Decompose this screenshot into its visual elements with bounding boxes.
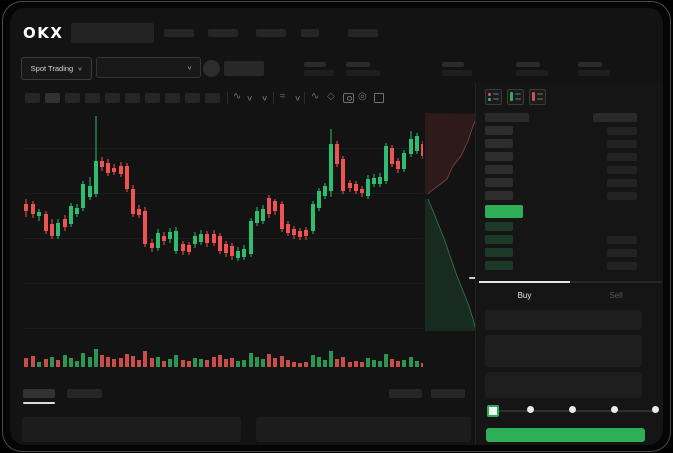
orderbook-header-amount bbox=[593, 113, 637, 122]
candlestick-chart[interactable] bbox=[23, 111, 425, 381]
bottom-tab-underline bbox=[23, 402, 55, 404]
timeframe-button[interactable] bbox=[105, 93, 120, 103]
bottom-tab[interactable] bbox=[67, 389, 102, 398]
bid-row-amount bbox=[607, 236, 637, 244]
ask-row-amount bbox=[607, 179, 637, 187]
amount-slider[interactable] bbox=[487, 405, 659, 417]
bid-row-amount bbox=[607, 249, 637, 257]
ask-row-price[interactable] bbox=[485, 165, 513, 174]
ask-row-price[interactable] bbox=[485, 139, 513, 148]
chevron-down-icon[interactable]: ∨ bbox=[246, 94, 254, 103]
slider-handle[interactable] bbox=[487, 405, 499, 417]
tab-buy[interactable]: Buy bbox=[479, 281, 570, 303]
camera-snapshot-icon[interactable] bbox=[343, 93, 354, 103]
price-axis-marker bbox=[469, 277, 479, 279]
bid-row-amount bbox=[607, 262, 637, 270]
toolbar-divider bbox=[227, 92, 228, 104]
ticker-stat-label bbox=[578, 62, 602, 67]
ticker-stat-value bbox=[442, 70, 472, 76]
ask-row-price[interactable] bbox=[485, 152, 513, 161]
nav-item[interactable] bbox=[348, 29, 378, 37]
nav-item[interactable] bbox=[164, 29, 194, 37]
bottom-tab-active[interactable] bbox=[23, 389, 55, 398]
ask-row-amount bbox=[607, 153, 637, 161]
timeframe-button[interactable] bbox=[185, 93, 200, 103]
trade-tabs: Buy Sell bbox=[479, 281, 662, 303]
chart-settings-icon[interactable]: ◎ bbox=[358, 91, 367, 102]
depth-overlay bbox=[425, 113, 479, 332]
toolbar-divider bbox=[273, 92, 274, 104]
chevron-down-icon: ∨ bbox=[77, 66, 83, 72]
ticker-stat-value bbox=[346, 70, 380, 76]
order-total-field[interactable] bbox=[485, 372, 642, 398]
bottom-toolbar-item[interactable] bbox=[389, 389, 422, 398]
fullscreen-icon[interactable] bbox=[374, 93, 384, 103]
bottom-panel-right bbox=[256, 417, 471, 442]
ask-row-price[interactable] bbox=[485, 178, 513, 187]
chevron-down-icon[interactable]: ∨ bbox=[261, 94, 269, 103]
ticker-stat-label bbox=[304, 62, 326, 67]
ticker-stat-value bbox=[516, 70, 548, 76]
orderbook-header-price bbox=[485, 113, 529, 122]
orderbook-view-bids-icon[interactable] bbox=[507, 89, 524, 105]
layers-compare-icon[interactable]: ◇ bbox=[327, 91, 335, 102]
last-price-badge[interactable] bbox=[485, 205, 523, 218]
slider-stop-50[interactable] bbox=[569, 406, 576, 413]
wave-tool-icon[interactable]: ∿ bbox=[311, 91, 320, 102]
timeframe-button[interactable] bbox=[145, 93, 160, 103]
tab-sell[interactable]: Sell bbox=[570, 281, 662, 303]
pair-name-placeholder bbox=[224, 61, 264, 76]
timeframe-button[interactable] bbox=[205, 93, 220, 103]
timeframe-button[interactable] bbox=[25, 93, 40, 103]
order-amount-field[interactable] bbox=[485, 335, 642, 367]
candlestick-svg bbox=[23, 116, 425, 367]
order-price-field[interactable] bbox=[485, 310, 642, 330]
bottom-panel-left bbox=[22, 417, 241, 442]
chevron-down-icon: ∨ bbox=[186, 65, 192, 71]
timeframe-button[interactable] bbox=[125, 93, 140, 103]
toolbar-divider bbox=[304, 92, 305, 104]
timeframe-button[interactable] bbox=[165, 93, 180, 103]
ticker-stat-value bbox=[578, 70, 610, 76]
indicator-icon[interactable]: ≈ bbox=[280, 91, 286, 102]
bottom-toolbar-item[interactable] bbox=[431, 389, 465, 398]
bid-row-price[interactable] bbox=[485, 248, 513, 257]
bid-row-price[interactable] bbox=[485, 222, 513, 231]
timeframe-button[interactable] bbox=[85, 93, 100, 103]
ask-row-price[interactable] bbox=[485, 126, 513, 135]
pair-selector[interactable]: ∨ bbox=[96, 57, 201, 78]
ask-row-amount bbox=[607, 140, 637, 148]
ask-row-amount bbox=[607, 127, 637, 135]
coin-avatar bbox=[203, 60, 220, 77]
nav-market-block[interactable] bbox=[71, 23, 154, 43]
okx-logo: OKX bbox=[23, 24, 64, 42]
depth-svg bbox=[425, 113, 479, 332]
candle-type-icon[interactable]: ∿ bbox=[233, 91, 242, 102]
trading-mode-selector[interactable]: Spot Trading ∨ bbox=[21, 57, 92, 80]
ticker-stat-label bbox=[516, 62, 540, 67]
slider-stop-100[interactable] bbox=[652, 406, 659, 413]
nav-item[interactable] bbox=[301, 29, 319, 37]
slider-stop-75[interactable] bbox=[611, 406, 618, 413]
trading-mode-label: Spot Trading bbox=[30, 64, 74, 73]
timeframe-button-active[interactable] bbox=[45, 93, 60, 103]
nav-item[interactable] bbox=[256, 29, 286, 37]
slider-stop-25[interactable] bbox=[527, 406, 534, 413]
ask-row-amount bbox=[607, 166, 637, 174]
ask-row-price[interactable] bbox=[485, 191, 513, 200]
buy-submit-button[interactable] bbox=[486, 428, 645, 442]
ticker-stat-value bbox=[304, 70, 334, 76]
ticker-stat-label bbox=[346, 62, 370, 67]
chevron-down-icon[interactable]: ∨ bbox=[294, 94, 302, 103]
orderbook-view-combined-icon[interactable] bbox=[485, 89, 502, 105]
timeframe-button[interactable] bbox=[65, 93, 80, 103]
bid-row-price[interactable] bbox=[485, 235, 513, 244]
nav-item[interactable] bbox=[208, 29, 238, 37]
app-window: OKX Spot Trading ∨ ∨ ∿ ∨ ∨ ≈ ∨ ∿ ◇ ◎ bbox=[10, 8, 663, 445]
bid-row-price[interactable] bbox=[485, 261, 513, 270]
ask-row-amount bbox=[607, 192, 637, 200]
ticker-stat-label bbox=[442, 62, 464, 67]
orderbook-view-asks-icon[interactable] bbox=[529, 89, 546, 105]
